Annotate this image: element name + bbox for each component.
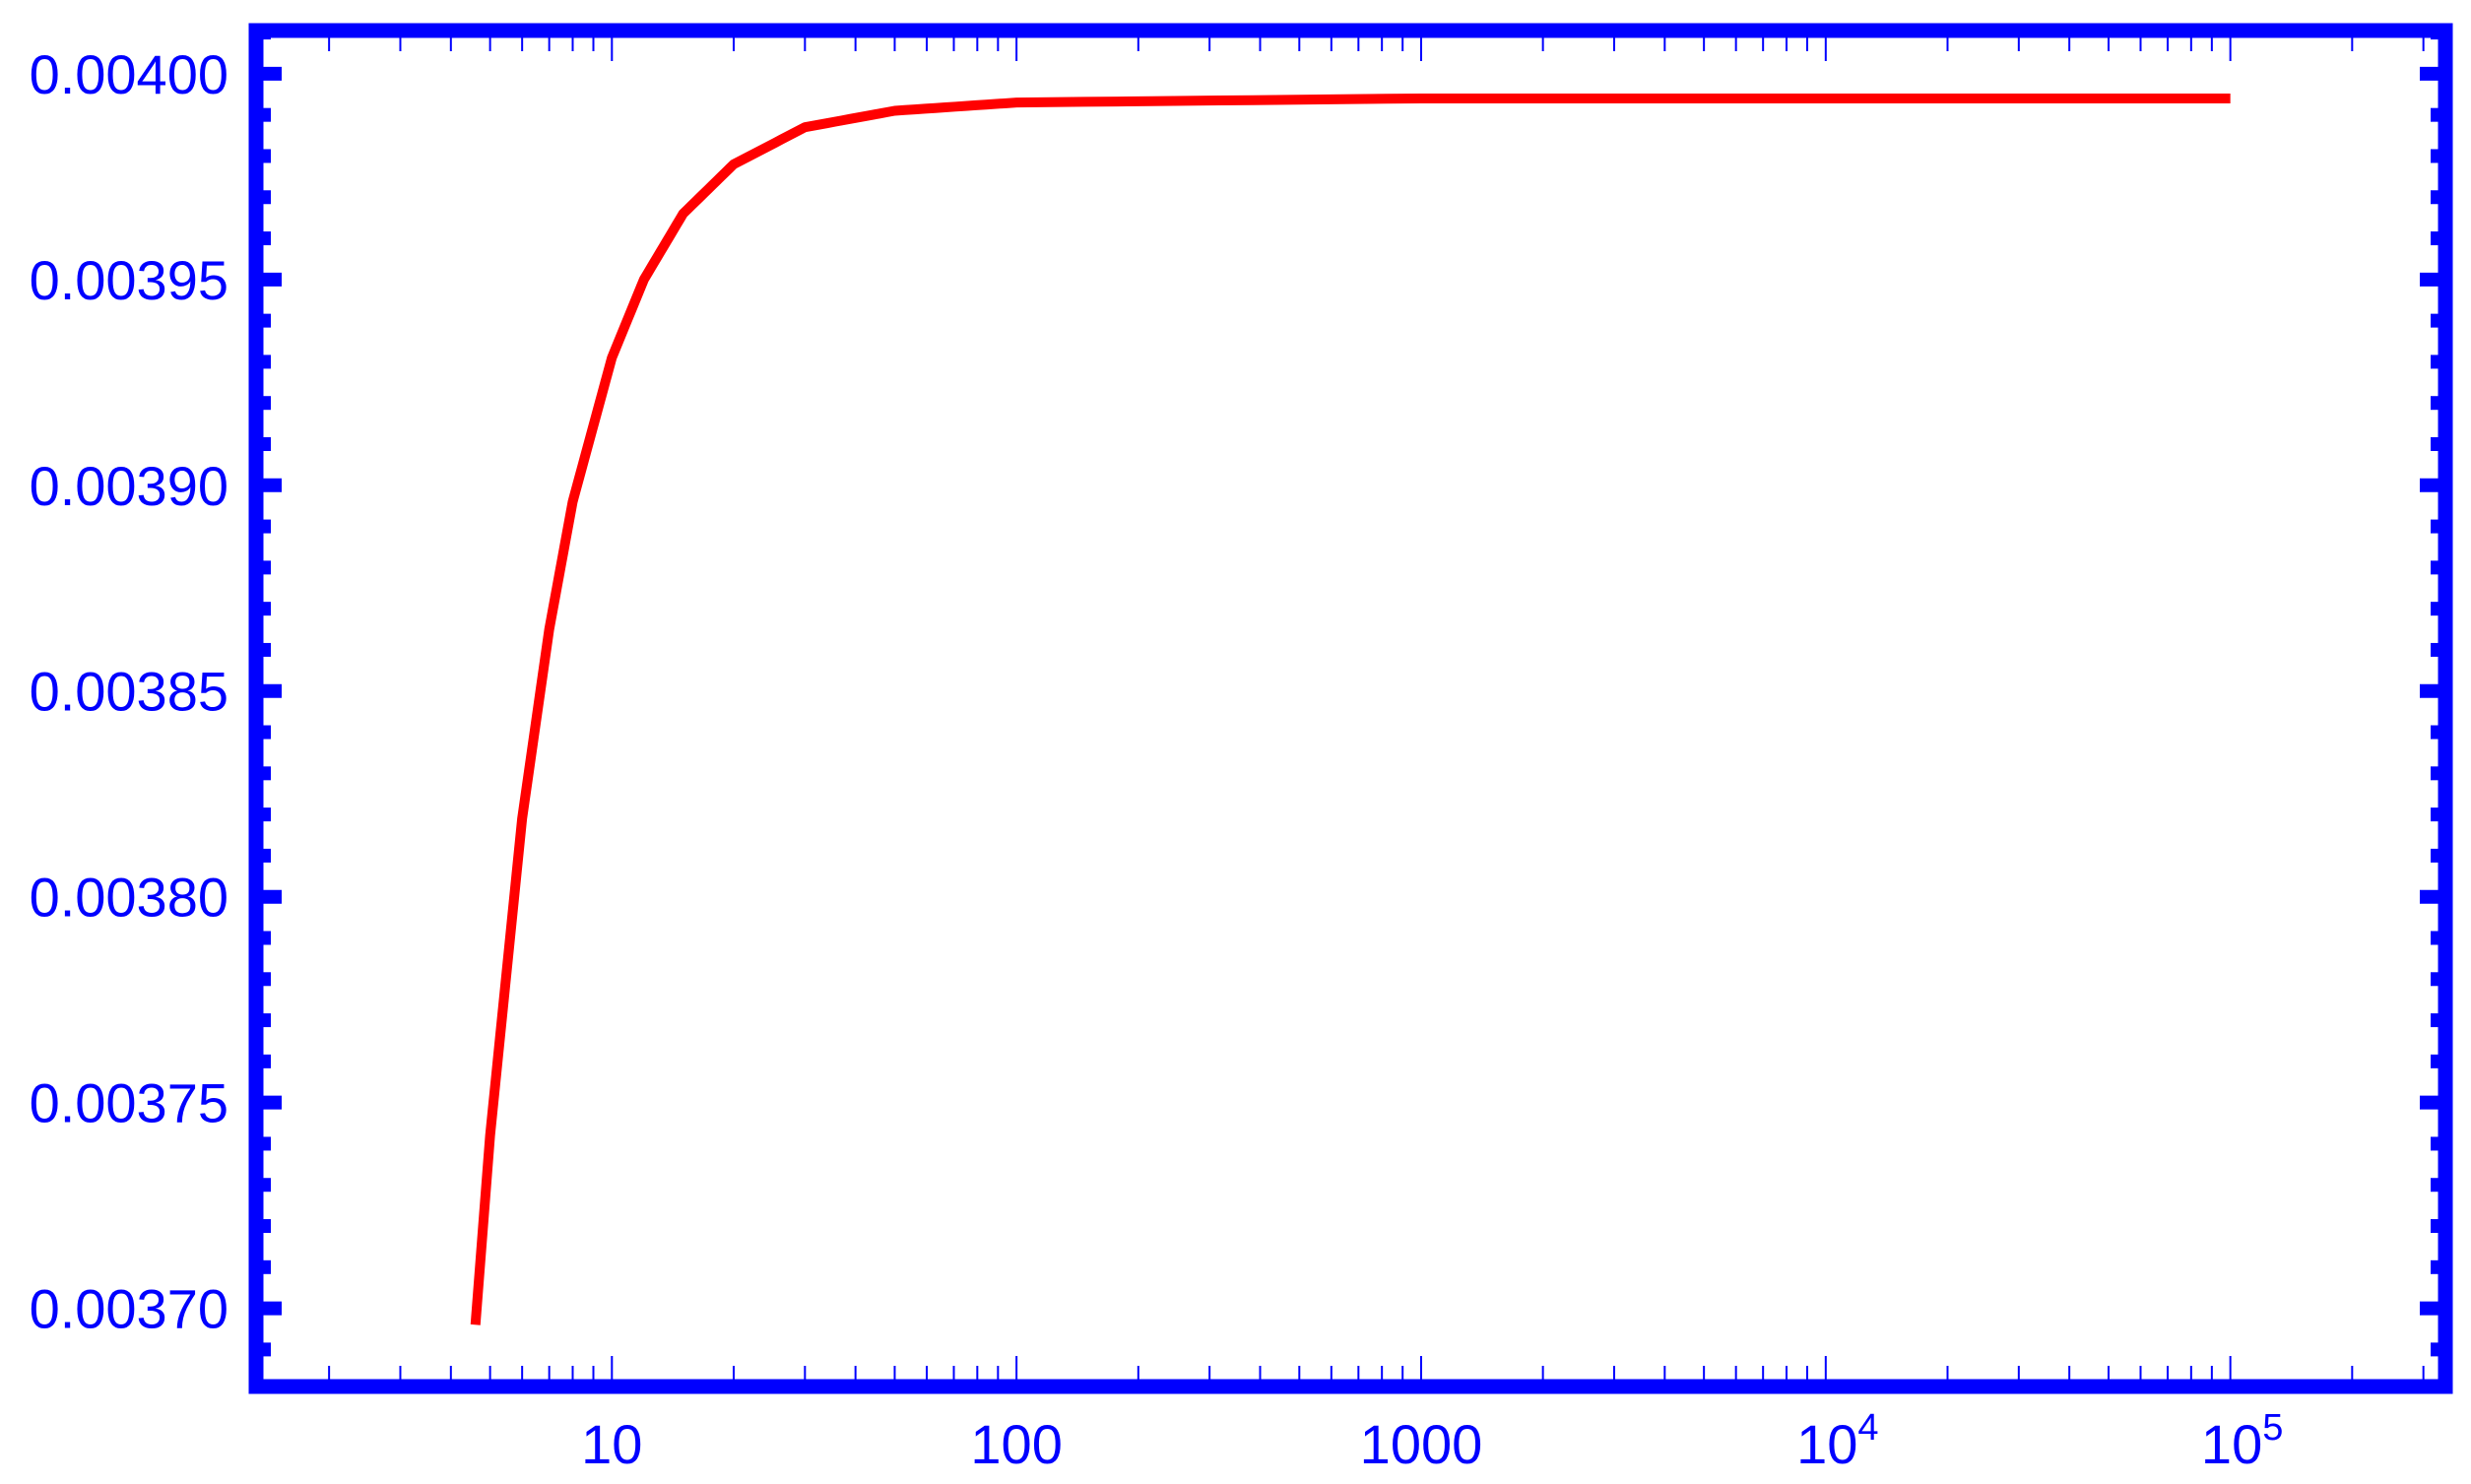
y-tick-label: 0.00390 [30,455,228,517]
x-tick-label: 1000 [1360,1413,1483,1475]
x-tick-base: 100 [970,1413,1062,1475]
x-tick-base: 10 [1796,1413,1857,1475]
y-tick-label: 0.00380 [30,867,228,929]
x-tick-exponent: 5 [2262,1407,2283,1449]
plot-frame [248,23,2453,1394]
x-tick-base: 10 [581,1413,642,1475]
y-tick-label: 0.00395 [30,249,228,311]
y-tick-label: 0.00400 [30,43,228,105]
y-tick-label: 0.00375 [30,1072,228,1134]
y-tick-label: 0.00385 [30,661,228,723]
x-tick-label: 100 [970,1413,1062,1475]
x-tick-label: 105 [2201,1407,2283,1475]
ticks [256,26,2445,1380]
x-tick-exponent: 4 [1857,1407,1878,1449]
x-tick-base: 1000 [1360,1413,1483,1475]
y-tick-label: 0.00370 [30,1278,228,1340]
x-tick-label: 10 [581,1413,642,1475]
series-line-0 [470,93,2231,1325]
tick-labels: 0.00370 0.00375 0.00380 0.00385 0.00390 0.003… [30,43,2284,1475]
x-tick-base: 10 [2201,1413,2262,1475]
x-tick-label: 104 [1796,1407,1878,1475]
series-lines [470,93,2231,1325]
